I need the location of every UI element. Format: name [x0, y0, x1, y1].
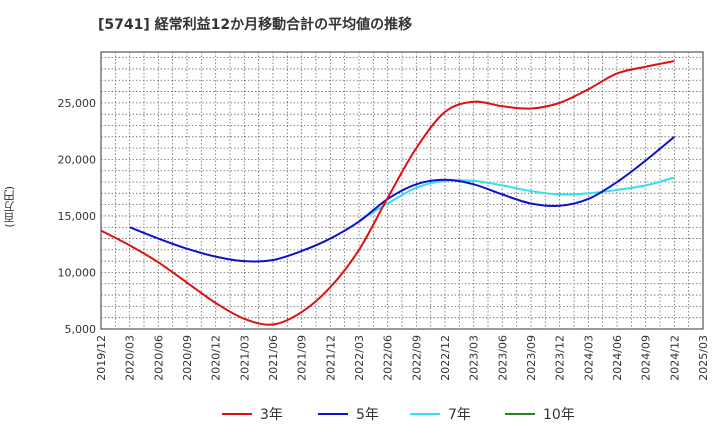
- x-tick-label: 2023/06: [496, 335, 509, 381]
- x-tick-label: 2024/12: [668, 335, 681, 381]
- x-tick-label: 2020/06: [152, 335, 165, 381]
- x-tick-label: 2021/12: [324, 335, 337, 381]
- series-line-7年: [358, 176, 675, 222]
- x-tick-label: 2020/03: [124, 335, 137, 381]
- x-tick-label: 2024/09: [640, 335, 653, 381]
- x-tick-label: 2022/06: [382, 335, 395, 381]
- series-line-3年: [100, 60, 675, 326]
- x-tick-label: 2023/12: [554, 335, 567, 381]
- legend-label-10年: 10年: [543, 407, 575, 423]
- x-tick-label: 2020/09: [181, 335, 194, 381]
- x-tick-label: 2022/09: [410, 335, 423, 381]
- x-tick-label: 2024/03: [582, 335, 595, 381]
- x-tick-label: 2021/09: [296, 335, 309, 381]
- x-tick-label: 2025/03: [697, 335, 710, 381]
- x-tick-label: 2022/12: [439, 335, 452, 381]
- y-tick-label: 10,000: [58, 266, 97, 279]
- legend-label-5年: 5年: [356, 407, 379, 423]
- x-tick-label: 2024/06: [611, 335, 624, 381]
- y-tick-label: 20,000: [58, 153, 97, 166]
- y-tick-label: 15,000: [58, 210, 97, 223]
- x-tick-label: 2021/03: [238, 335, 251, 381]
- x-tick-label: 2021/06: [267, 335, 280, 381]
- y-tick-label: 5,000: [65, 323, 97, 336]
- x-tick-label: 2019/12: [95, 335, 108, 381]
- chart-title: [5741] 経常利益12か月移動合計の平均値の推移: [98, 17, 413, 33]
- x-tick-label: 2020/12: [210, 335, 223, 381]
- y-tick-label: 25,000: [58, 97, 97, 110]
- series-line-5年: [129, 136, 675, 263]
- x-tick-label: 2022/03: [353, 335, 366, 381]
- x-tick-label: 2023/09: [525, 335, 538, 381]
- legend-label-3年: 3年: [260, 407, 283, 423]
- x-tick-label: 2023/03: [468, 335, 481, 381]
- legend-label-7年: 7年: [448, 407, 471, 423]
